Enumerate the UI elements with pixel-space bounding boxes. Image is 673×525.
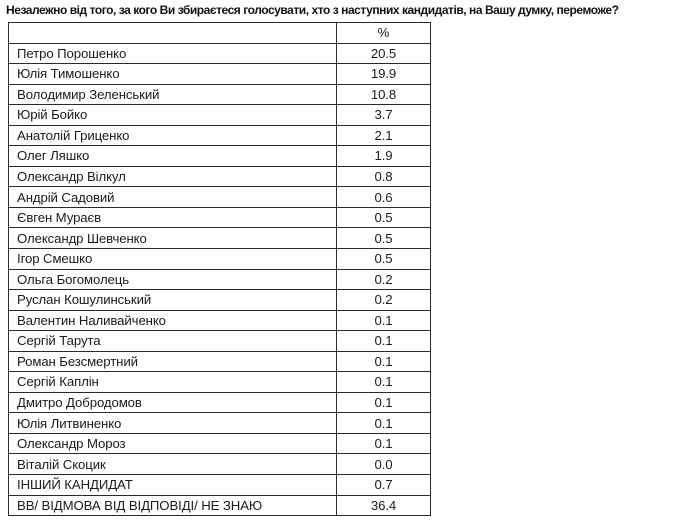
candidate-name-cell: Олександр Мороз (8, 432, 337, 455)
table-row: Юрій Бойко 3.7 (8, 104, 431, 126)
percent-value-cell: 0.5 (336, 206, 431, 229)
percent-value-cell: 2.1 (336, 124, 431, 147)
table-header-row: % (8, 22, 431, 44)
table-row: Сергій Тарута 0.1 (8, 330, 431, 352)
percent-value-cell: 0.1 (336, 371, 431, 393)
percent-value-cell: 20.5 (336, 42, 431, 65)
table-row: Олександр Шевченко 0.5 (8, 227, 431, 250)
candidate-name-cell: Петро Порошенко (8, 42, 337, 65)
table-row: Олександр Вілкул 0.8 (8, 165, 431, 188)
table-row: Ігор Смешко 0.5 (8, 248, 431, 270)
candidate-name-cell: Сергій Тарута (8, 330, 337, 352)
percent-value-cell: 0.1 (336, 330, 431, 352)
table-row: Євген Мураєв 0.5 (8, 206, 431, 229)
table-row: Петро Порошенко 20.5 (8, 42, 431, 65)
candidate-name-cell: Юлія Тимошенко (8, 63, 337, 85)
candidate-name-cell: Анатолій Гриценко (8, 124, 337, 147)
percent-value-cell: 0.2 (336, 268, 431, 291)
candidate-name-cell: Юрій Бойко (8, 104, 337, 126)
table-row: Володимир Зеленський 10.8 (8, 83, 431, 106)
percent-value-cell: 0.6 (336, 186, 431, 208)
table-row: Олександр Мороз 0.1 (8, 432, 431, 455)
table-row: Дмитро Добродомов 0.1 (8, 391, 431, 414)
percent-column-header: % (336, 22, 431, 44)
page-title: Незалежно від того, за кого Ви збираєтес… (6, 3, 619, 17)
table-row: Віталій Скоцик 0.0 (8, 453, 431, 476)
percent-value-cell: 0.5 (336, 227, 431, 250)
percent-value-cell: 0.1 (336, 391, 431, 414)
table-row: ІНШИЙ КАНДИДАТ 0.7 (8, 474, 431, 496)
table-row: Юлія Тимошенко 19.9 (8, 63, 431, 85)
percent-value-cell: 0.7 (336, 474, 431, 496)
table-row: Роман Безсмертний 0.1 (8, 350, 431, 373)
table-row: Олег Ляшко 1.9 (8, 145, 431, 167)
candidate-name-cell: Володимир Зеленський (8, 83, 337, 106)
candidate-name-cell: Юлія Литвиненко (8, 412, 337, 434)
percent-value-cell: 0.5 (336, 248, 431, 270)
percent-value-cell: 0.1 (336, 309, 431, 332)
table-row: Сергій Каплін 0.1 (8, 371, 431, 393)
candidate-column-header (8, 22, 337, 44)
table-row: Андрій Садовий 0.6 (8, 186, 431, 208)
table-row: Валентин Наливайченко 0.1 (8, 309, 431, 332)
candidate-name-cell: ІНШИЙ КАНДИДАТ (8, 474, 337, 496)
candidate-name-cell: Олександр Вілкул (8, 165, 337, 188)
table-row: Анатолій Гриценко 2.1 (8, 124, 431, 147)
candidate-name-cell: Ігор Смешко (8, 248, 337, 270)
candidate-name-cell: Олег Ляшко (8, 145, 337, 167)
candidate-name-cell: Ольга Богомолець (8, 268, 337, 291)
candidate-name-cell: Олександр Шевченко (8, 227, 337, 250)
percent-value-cell: 0.1 (336, 412, 431, 434)
percent-value-cell: 10.8 (336, 83, 431, 106)
table-row: Юлія Литвиненко 0.1 (8, 412, 431, 434)
candidate-name-cell: Віталій Скоцик (8, 453, 337, 476)
percent-value-cell: 0.0 (336, 453, 431, 476)
candidate-name-cell: Руслан Кошулинський (8, 289, 337, 311)
candidate-name-cell: Роман Безсмертний (8, 350, 337, 373)
percent-value-cell: 3.7 (336, 104, 431, 126)
table-row: ВВ/ ВІДМОВА ВІД ВІДПОВІДІ/ НЕ ЗНАЮ 36.4 (8, 494, 431, 517)
candidate-name-cell: Дмитро Добродомов (8, 391, 337, 414)
table-row: Руслан Кошулинський 0.2 (8, 289, 431, 311)
percent-value-cell: 0.8 (336, 165, 431, 188)
percent-value-cell: 0.1 (336, 432, 431, 455)
percent-value-cell: 0.2 (336, 289, 431, 311)
table-row: Ольга Богомолець 0.2 (8, 268, 431, 291)
candidate-name-cell: Андрій Садовий (8, 186, 337, 208)
percent-value-cell: 36.4 (336, 494, 431, 517)
candidate-name-cell: Сергій Каплін (8, 371, 337, 393)
candidate-name-cell: Євген Мураєв (8, 206, 337, 229)
candidate-name-cell: ВВ/ ВІДМОВА ВІД ВІДПОВІДІ/ НЕ ЗНАЮ (8, 494, 337, 517)
percent-value-cell: 1.9 (336, 145, 431, 167)
percent-value-cell: 0.1 (336, 350, 431, 373)
candidate-name-cell: Валентин Наливайченко (8, 309, 337, 332)
results-table: % Петро Порошенко 20.5 Юлія Тимошенко 19… (8, 22, 431, 517)
percent-value-cell: 19.9 (336, 63, 431, 85)
